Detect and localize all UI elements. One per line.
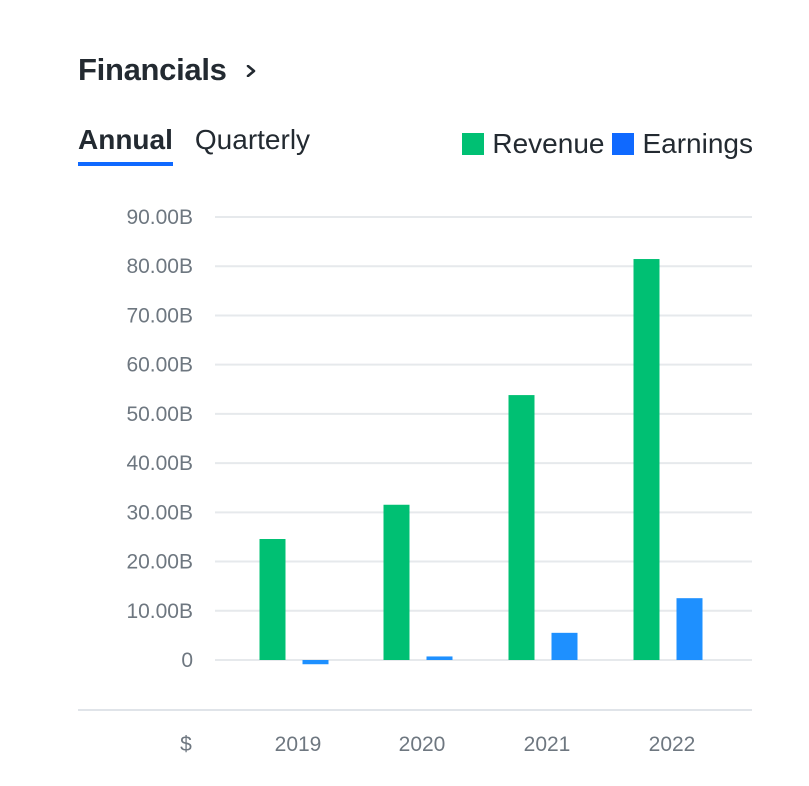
- bars: [259, 259, 703, 665]
- chevron-right-icon: [246, 65, 255, 77]
- y-tick-label: 70.00B: [126, 304, 193, 327]
- earnings-bar-2020[interactable]: [426, 656, 453, 660]
- y-tick-label: 10.00B: [126, 600, 193, 623]
- legend-revenue[interactable]: Revenue: [462, 128, 604, 160]
- legend-earnings[interactable]: Earnings: [612, 128, 753, 160]
- tab-annual[interactable]: Annual: [78, 124, 173, 166]
- grid-lines: [215, 216, 752, 661]
- x-tick-label: 2021: [524, 733, 571, 756]
- y-axis-ticks: 0 10.00B 20.00B 30.00B 40.00B 50.00B 60.00B 70.…: [126, 206, 193, 672]
- period-tabs: Annual Quarterly: [78, 124, 332, 166]
- y-tick-label: 90.00B: [126, 206, 193, 229]
- revenue-swatch: [462, 133, 485, 155]
- x-axis-ticks: 2019 2020 2021 2022: [275, 733, 696, 756]
- earnings-bar-2022[interactable]: [676, 598, 703, 660]
- revenue-bar-2021[interactable]: [508, 395, 535, 660]
- revenue-bar-2020[interactable]: [383, 504, 410, 660]
- y-tick-label: 80.00B: [126, 255, 193, 278]
- y-tick-label: 40.00B: [126, 452, 193, 475]
- y-tick-label: 30.00B: [126, 501, 193, 524]
- revenue-bar-2019[interactable]: [259, 539, 286, 660]
- y-tick-label: 0: [181, 649, 193, 672]
- y-tick-label: 50.00B: [126, 403, 193, 426]
- revenue-bar-2022[interactable]: [633, 259, 660, 660]
- earnings-bar-2021[interactable]: [551, 632, 578, 660]
- x-tick-label: 2019: [275, 733, 322, 756]
- section-title: Financials: [78, 52, 227, 87]
- x-tick-label: 2022: [649, 733, 696, 756]
- earnings-swatch: [612, 133, 635, 155]
- financials-header-link[interactable]: Financials: [78, 50, 257, 90]
- legend-earnings-label: Earnings: [642, 128, 753, 159]
- y-tick-label: 20.00B: [126, 551, 193, 574]
- y-tick-label: 60.00B: [126, 354, 193, 377]
- legend-revenue-label: Revenue: [492, 128, 605, 159]
- currency-label: $: [180, 733, 192, 756]
- earnings-bar-2019[interactable]: [302, 660, 329, 665]
- tab-quarterly[interactable]: Quarterly: [194, 124, 311, 155]
- x-tick-label: 2020: [399, 733, 446, 756]
- chart-legend: Revenue Earnings: [454, 128, 753, 160]
